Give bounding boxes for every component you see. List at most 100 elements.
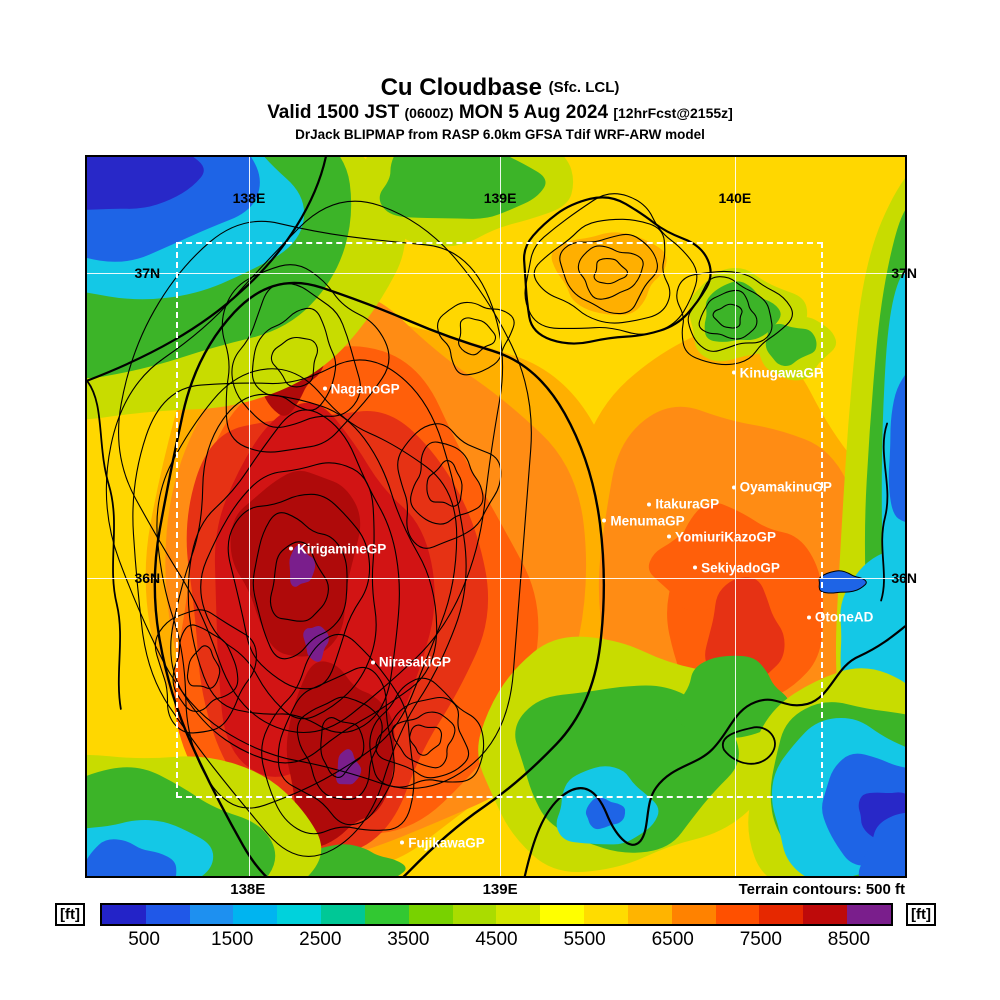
field-region [289, 544, 316, 587]
graticule-line-vertical [248, 157, 250, 876]
colorbar-tick-label: 7500 [739, 929, 782, 950]
station-label: NirasakiGP [378, 654, 451, 670]
terrain-contour [186, 645, 221, 689]
field-region [296, 844, 406, 876]
field-region [303, 625, 329, 662]
coastline [87, 157, 327, 382]
station-marker: MenumaGP [602, 513, 685, 528]
colorbar [100, 903, 893, 926]
below-map-row: 138E 139E Terrain contours: 500 ft [85, 881, 907, 901]
terrain-contour [593, 257, 629, 285]
colorbar-segment [627, 905, 672, 924]
latitude-label: 37N [134, 265, 161, 282]
terrain-contour [437, 301, 515, 376]
colorbar-segment [233, 905, 278, 924]
station-marker: OyamakinuGP [731, 479, 832, 495]
latitude-label: 36N [134, 569, 161, 586]
longitude-label: 140E [718, 189, 752, 206]
terrain-contour [426, 459, 463, 507]
colorbar-segment [145, 905, 190, 924]
colorbar-tick-label: 3500 [387, 929, 430, 950]
colorbar-segment [364, 905, 409, 924]
valid-zulu: (0600Z) [404, 105, 454, 121]
terrain-contour [251, 307, 337, 411]
field-region [858, 812, 905, 876]
terrain-contour [200, 462, 377, 720]
terrain-contour [118, 220, 504, 733]
terrain-contour [391, 711, 456, 769]
field-region [87, 839, 177, 876]
terrain-contour [698, 289, 758, 340]
terrain-contour [559, 233, 658, 315]
terrain-contour [221, 264, 390, 453]
title-block: Cu Cloudbase (Sfc. LCL) Valid 1500 JST (… [0, 74, 1000, 145]
station-label: KinugawaGP [739, 365, 823, 381]
coastline [721, 726, 776, 765]
terrain-contour-bold [153, 281, 606, 876]
unit-box-right: [ft] [906, 903, 936, 926]
colorbar-segment [408, 905, 453, 924]
chart-title-line: Cu Cloudbase (Sfc. LCL) [0, 74, 1000, 101]
station-label: KirigamineGP [297, 541, 387, 557]
colorbar-ticks: 500 1500 2500 3500 4500 5500 6500 7500 8500 [100, 929, 893, 953]
station-label: YomiuriKazoGP [674, 529, 776, 545]
coastline [523, 625, 905, 876]
station-marker: NaganoGP [322, 381, 400, 396]
station-marker: KinugawaGP [731, 365, 823, 381]
terrain-contour [105, 200, 532, 789]
station-marker: SekiyadoGP [693, 560, 780, 575]
station-dot [322, 386, 327, 391]
map-overlay: 138E 139E 140E 37N 37N 36N 36N NaganoGP Kinugawa… [87, 157, 917, 876]
station-dot [400, 840, 405, 845]
valid-line: Valid 1500 JST (0600Z) MON 5 Aug 2024 [1… [0, 101, 1000, 125]
chart-title: Cu Cloudbase [380, 74, 542, 101]
lake [818, 570, 867, 594]
field-region [87, 157, 204, 210]
station-dot [647, 502, 652, 507]
latitude-label: 37N [891, 265, 917, 282]
terrain-contour [409, 724, 443, 756]
colorbar-tick-label: 5500 [563, 929, 606, 950]
forecast-offset: [12hrFcst@2155z] [613, 105, 733, 121]
colorbar-segment [847, 905, 891, 924]
station-dot [370, 660, 375, 665]
colorbar-tick-label: 4500 [475, 929, 518, 950]
longitude-label-bottom: 139E [482, 881, 518, 898]
terrain-contour [458, 317, 497, 356]
field-region [675, 655, 791, 738]
graticule-line-horizontal [87, 273, 905, 275]
terrain-contour [369, 677, 485, 788]
station-marker: ItakuraGP [647, 497, 719, 512]
station-dot [731, 485, 736, 490]
valid-time: Valid 1500 JST [267, 102, 400, 123]
terrain-contour [296, 696, 383, 800]
terrain-contour [231, 282, 361, 429]
terrain-contour-bold [522, 196, 712, 345]
longitude-label: 138E [232, 189, 266, 206]
colorbar-segment [584, 905, 628, 924]
station-label: OyamakinuGP [739, 479, 832, 495]
colorbar-segment [189, 905, 234, 924]
colorbar-segment [277, 905, 322, 924]
latitude-label: 36N [891, 569, 917, 586]
terrain-contour [397, 423, 502, 549]
terrain-contour [320, 717, 365, 778]
station-label: OtoneAD [814, 609, 874, 625]
field-region [765, 323, 817, 366]
station-label: FujikawaGP [408, 835, 485, 851]
colorbar-segment [321, 905, 365, 924]
colorbar-row: [ft] 500 1500 2500 3500 4500 5500 6500 7500 8500… [0, 903, 1000, 955]
colorbar-segment [102, 905, 146, 924]
cloudbase-field [87, 157, 905, 876]
colorbar-tick-label: 1500 [211, 929, 254, 950]
terrain-contour [270, 336, 319, 388]
terrain-contour [154, 609, 257, 734]
station-dot [693, 565, 698, 570]
terrain-note: Terrain contours: 500 ft [738, 881, 905, 898]
colorbar-segment [759, 905, 804, 924]
longitude-label: 139E [483, 189, 517, 206]
station-marker: FujikawaGP [400, 835, 485, 850]
terrain-contour [252, 512, 348, 660]
chart-title-qualifier: (Sfc. LCL) [548, 79, 620, 96]
station-label: ItakuraGP [655, 496, 720, 512]
